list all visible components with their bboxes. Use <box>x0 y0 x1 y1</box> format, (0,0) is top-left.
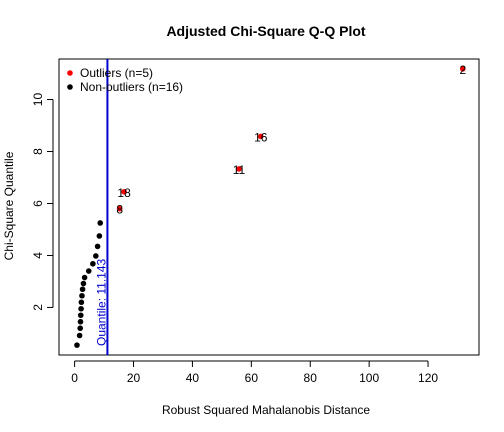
non-outlier-point <box>78 305 84 312</box>
y-axis: 2 4 6 8 10 <box>31 93 54 311</box>
outlier-point-label: 8 <box>116 203 123 217</box>
non-outlier-point <box>77 325 84 332</box>
y-tick-label: 8 <box>31 148 45 155</box>
non-outlier-point <box>80 280 87 287</box>
x-axis: 0 20 40 60 80 100 120 <box>71 360 438 385</box>
x-tick-label: 60 <box>245 371 259 385</box>
x-tick-label: 20 <box>127 371 141 385</box>
y-tick-label: 4 <box>31 252 45 259</box>
outlier-point-label: 16 <box>254 130 268 144</box>
y-tick-label: 6 <box>31 200 45 207</box>
non-outlier-point <box>94 243 101 250</box>
non-outlier-point <box>77 318 84 325</box>
cutoff-group: Quantile: 11.143 <box>94 59 109 355</box>
y-tick-label: 2 <box>31 304 45 311</box>
non-outlier-point <box>81 274 88 281</box>
non-outlier-point <box>85 268 92 274</box>
non-outlier-point <box>79 286 86 293</box>
x-tick-label: 80 <box>304 371 318 385</box>
non-outlier-point <box>74 342 80 348</box>
outlier-point <box>257 133 264 140</box>
outlier-point-label: 11 <box>233 163 246 177</box>
x-axis-label: Robust Squared Mahalanobis Distance <box>162 403 370 417</box>
non-outlier-point <box>79 292 85 299</box>
y-tick-label: 10 <box>31 93 45 107</box>
outlier-point-label: 2 <box>459 63 466 77</box>
legend-entry-label: Non-outliers (n=16) <box>80 80 183 94</box>
chart-title: Adjusted Chi-Square Q-Q Plot <box>166 23 365 39</box>
non-outlier-point <box>97 220 104 226</box>
points-group: 8 18 11 16 2 <box>74 63 466 348</box>
x-tick-label: 120 <box>418 371 438 385</box>
legend-entry-label: Outliers (n=5) <box>80 66 153 80</box>
plot-area-frame <box>58 58 480 356</box>
y-axis-label: Chi-Square Quantile <box>2 151 16 260</box>
outlier-point <box>116 205 123 212</box>
legend-marker <box>67 70 73 76</box>
x-tick-label: 100 <box>359 371 379 385</box>
non-outlier-point <box>78 299 85 306</box>
non-outlier-point <box>76 332 83 339</box>
legend-marker <box>67 84 73 90</box>
cutoff-label: Quantile: 11.143 <box>94 258 108 346</box>
non-outlier-point <box>93 253 99 259</box>
non-outlier-point <box>77 312 84 319</box>
non-outlier-point <box>96 233 103 239</box>
outlier-point-label: 18 <box>117 186 131 200</box>
legend: Outliers (n=5)Non-outliers (n=16) <box>67 66 183 94</box>
outlier-point <box>460 66 466 72</box>
x-tick-label: 40 <box>186 371 200 385</box>
non-outlier-point <box>90 260 96 267</box>
outlier-point <box>236 166 242 172</box>
x-tick-label: 0 <box>71 371 78 385</box>
outlier-point <box>121 188 127 195</box>
